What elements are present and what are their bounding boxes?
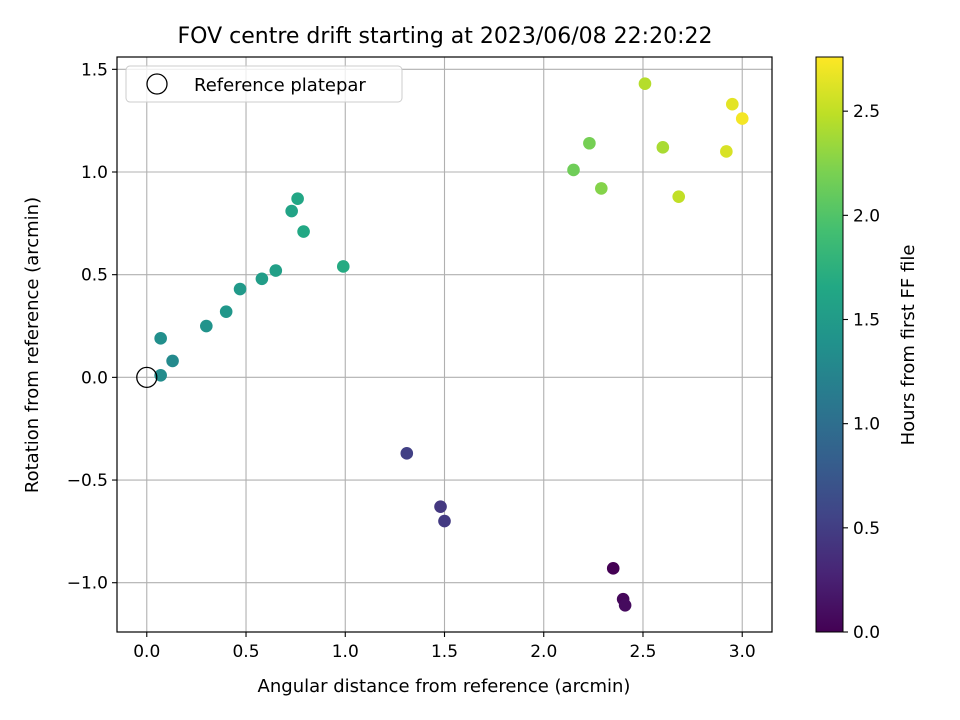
data-point xyxy=(606,562,620,575)
y-tick-label: −1.0 xyxy=(67,574,108,594)
data-point xyxy=(434,500,447,514)
data-point xyxy=(400,447,414,460)
data-points xyxy=(136,77,749,612)
x-axis-label: Angular distance from reference (arcmin) xyxy=(258,676,631,697)
colorbar: 0.0 0.5 1.0 1.5 2.0 2.5 Hours from first FF f… xyxy=(815,56,919,643)
data-point xyxy=(233,282,247,296)
chart-title: FOV centre drift starting at 2023/06/08 … xyxy=(178,24,713,49)
data-point xyxy=(291,192,304,205)
colorbar-tick-label: 0.5 xyxy=(853,519,880,539)
data-point xyxy=(672,190,686,203)
x-tick-label: 2.5 xyxy=(629,642,656,662)
y-axis-label: Rotation from reference (arcmin) xyxy=(22,197,43,493)
y-tick-label: −0.5 xyxy=(67,471,108,491)
data-point xyxy=(200,319,213,333)
x-tick-label: 3.0 xyxy=(729,642,756,662)
data-point xyxy=(438,514,451,528)
data-point xyxy=(656,141,670,154)
colorbar-ticks: 0.0 0.5 1.0 1.5 2.0 2.5 xyxy=(843,102,880,643)
data-point xyxy=(154,332,167,345)
colorbar-tick-label: 2.0 xyxy=(853,206,880,226)
y-tick-label: 1.5 xyxy=(81,60,108,80)
data-point xyxy=(726,97,739,111)
reference-point-marker xyxy=(136,366,158,389)
data-point xyxy=(336,260,350,273)
colorbar-tick-label: 2.5 xyxy=(853,102,880,122)
x-tick-label: 2.0 xyxy=(530,642,557,662)
colorbar-tick-label: 1.0 xyxy=(853,415,880,435)
data-point xyxy=(285,204,298,218)
legend-reference-marker xyxy=(146,73,168,95)
x-tick-label: 1.5 xyxy=(431,642,458,662)
legend-box xyxy=(125,65,403,103)
data-point xyxy=(583,136,596,150)
grid xyxy=(117,57,772,632)
y-axis: −1.0 −0.5 0.0 0.5 1.0 1.5 xyxy=(67,60,117,594)
legend-entry-label: Reference platepar xyxy=(194,75,366,96)
data-point xyxy=(255,272,269,286)
y-tick-label: 1.0 xyxy=(81,163,108,183)
x-tick-label: 1.0 xyxy=(332,642,359,662)
data-point xyxy=(638,77,652,90)
legend: Reference platepar xyxy=(125,65,403,103)
data-point xyxy=(269,264,283,277)
colorbar-tick-label: 1.5 xyxy=(853,311,880,331)
data-point xyxy=(567,163,580,177)
colorbar-gradient xyxy=(815,56,844,633)
y-tick-label: 0.5 xyxy=(81,266,108,286)
data-point xyxy=(219,305,233,318)
data-point xyxy=(595,182,608,195)
colorbar-tick-label: 0.0 xyxy=(853,623,880,643)
data-point xyxy=(166,354,179,368)
x-tick-label: 0.0 xyxy=(133,642,160,662)
data-point xyxy=(735,112,749,125)
x-axis: 0.0 0.5 1.0 1.5 2.0 2.5 3.0 xyxy=(133,632,756,662)
y-tick-label: 0.0 xyxy=(81,368,108,388)
x-tick-label: 0.5 xyxy=(232,642,259,662)
data-point xyxy=(618,599,632,612)
data-point xyxy=(154,369,167,382)
colorbar-label: Hours from first FF file xyxy=(898,245,919,446)
data-point xyxy=(720,145,733,158)
data-point xyxy=(297,225,310,238)
